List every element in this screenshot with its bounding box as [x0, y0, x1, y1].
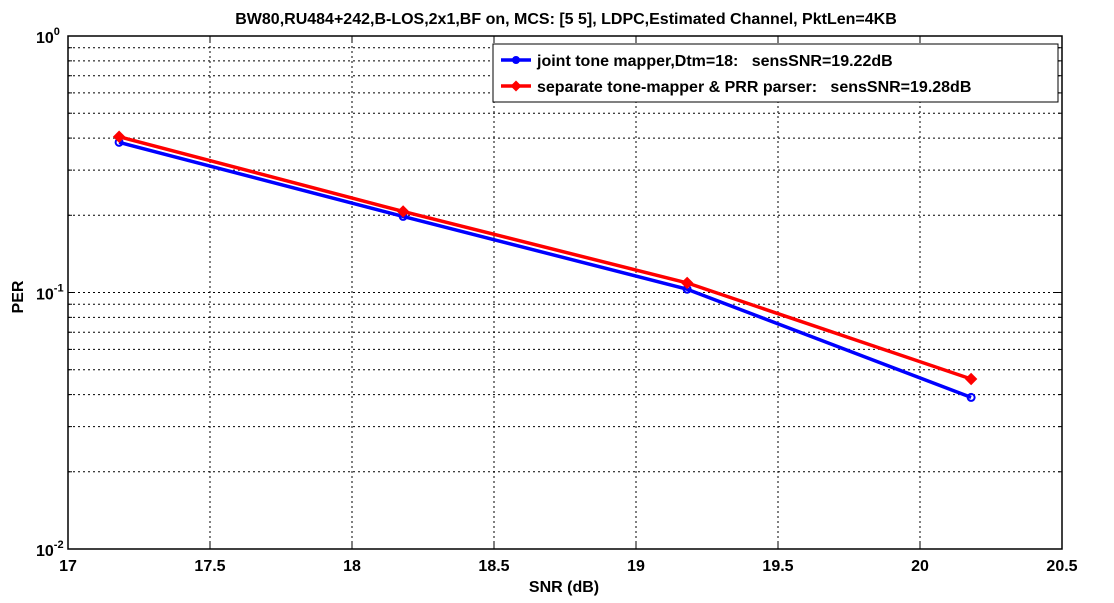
series-point-2 — [680, 276, 694, 290]
x-tick-label: 20.5 — [1046, 558, 1077, 575]
y-tick-exponent: -2 — [54, 539, 64, 551]
series-point-2 — [964, 372, 978, 386]
y-axis-label: PER — [10, 280, 27, 313]
y-tick-exponent: -1 — [54, 283, 64, 295]
x-tick-label: 19 — [627, 558, 645, 575]
series-line-1 — [118, 140, 972, 400]
x-tick-label: 18 — [343, 558, 361, 575]
x-tick-label: 20 — [911, 558, 929, 575]
series-point-2 — [396, 205, 410, 218]
x-tick-label: 17 — [59, 558, 77, 575]
legend-box — [492, 43, 1059, 103]
legend-swatch-marker — [510, 80, 522, 92]
series-point-1 — [966, 392, 976, 402]
legend-entry-label: separate tone-mapper & PRR parser: sensS… — [537, 79, 971, 96]
x-axis-label: SNR (dB) — [529, 579, 599, 596]
x-tick-label: 18.5 — [478, 558, 509, 575]
series-line-2 — [118, 134, 972, 381]
chart-title: BW80,RU484+242,B-LOS,2x1,BF on, MCS: [5 … — [235, 11, 897, 28]
y-tick-exponent: 0 — [54, 26, 60, 38]
x-tick-label: 17.5 — [194, 558, 225, 575]
x-tick-label: 19.5 — [762, 558, 793, 575]
legend-swatch-marker — [512, 56, 520, 64]
series-point-2 — [112, 130, 126, 143]
legend-entry-label: joint tone mapper,Dtm=18: sensSNR=19.22d… — [536, 53, 893, 70]
